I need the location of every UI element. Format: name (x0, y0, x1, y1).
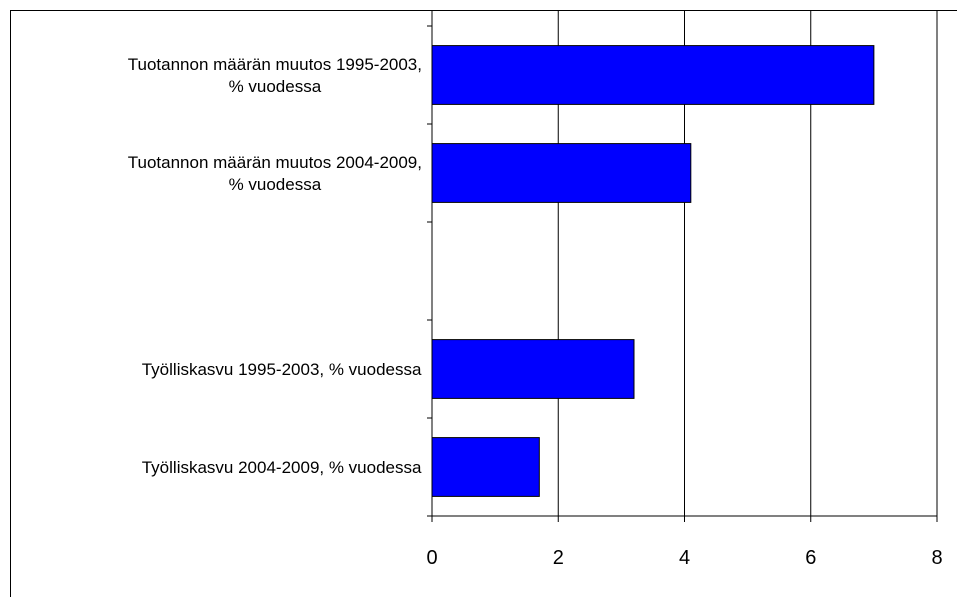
y-tick-label: Työlliskasvu 2004-2009, % vuodessa (142, 458, 422, 477)
x-tick-label: 2 (553, 547, 564, 569)
bar (431, 143, 692, 203)
bar (431, 437, 540, 497)
bar (431, 339, 635, 399)
x-tick-label: 4 (679, 547, 690, 569)
y-tick-label: Tuotannon määrän muutos 2004-2009,% vuod… (128, 153, 422, 194)
y-tick-label: Tuotannon määrän muutos 1995-2003,% vuod… (128, 55, 422, 96)
x-tick-label: 6 (805, 547, 816, 569)
x-tick-label: 8 (931, 547, 942, 569)
x-tick-label: 0 (426, 547, 437, 569)
y-tick-label: Työlliskasvu 1995-2003, % vuodessa (142, 360, 422, 379)
bar (431, 45, 875, 105)
chart-frame (10, 10, 957, 597)
